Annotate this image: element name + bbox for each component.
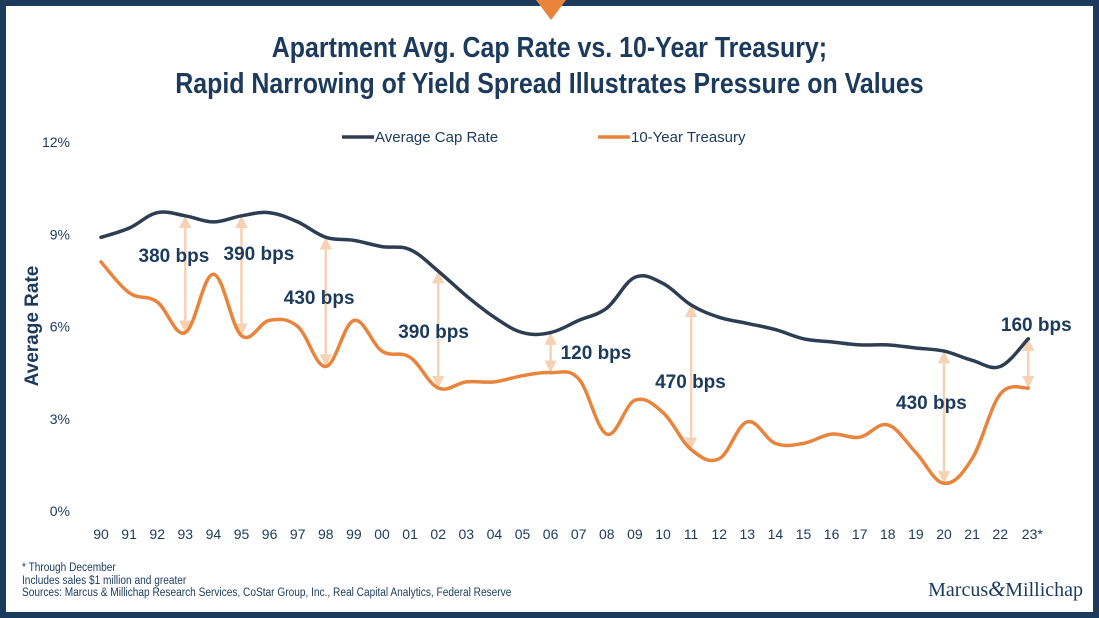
footnote-sales-threshold: Includes sales $1 million and greater: [22, 574, 187, 587]
logo-word-left: Marcus: [928, 579, 989, 601]
logo-word-right: Millichap: [1005, 579, 1083, 601]
x-tick-label: 16: [824, 526, 840, 542]
y-tick-label: 9%: [50, 226, 70, 242]
x-tick-label: 20: [936, 526, 952, 542]
y-tick-label: 6%: [50, 319, 70, 335]
x-tick-label: 07: [571, 526, 587, 542]
x-tick-label: 06: [543, 526, 559, 542]
x-tick-label: 23*: [1022, 526, 1044, 542]
x-tick-label: 98: [318, 526, 334, 542]
x-tick-label: 12: [711, 526, 727, 542]
x-tick-label: 15: [796, 526, 812, 542]
x-tick-label: 08: [599, 526, 615, 542]
chart-title-line2: Rapid Narrowing of Yield Spread Illustra…: [175, 68, 924, 100]
top-notch-marker: [536, 0, 566, 20]
x-tick-label: 19: [908, 526, 924, 542]
x-tick-label: 90: [93, 526, 109, 542]
spread-label: 160 bps: [1001, 315, 1072, 336]
footnote-sources: Sources: Marcus & Millichap Research Ser…: [22, 587, 512, 599]
x-tick-label: 03: [459, 526, 475, 542]
x-tick-label: 05: [515, 526, 531, 542]
spread-label: 120 bps: [561, 343, 632, 364]
spread-label: 390 bps: [398, 322, 469, 343]
x-axis: 90 91 92 93 94 95 96 97 98 99 00 01 02 03 04 05 06 07 08 09…: [93, 526, 1043, 542]
legend-label: 10-Year Treasury: [631, 129, 746, 146]
chart-title-line1: Apartment Avg. Cap Rate vs. 10-Year Trea…: [271, 32, 828, 64]
x-tick-label: 22: [992, 526, 1008, 542]
spread-label: 430 bps: [284, 288, 355, 309]
spread-label: 430 bps: [896, 393, 967, 414]
x-tick-label: 09: [627, 526, 643, 542]
footer-notes: * Through December Includes sales $1 mil…: [22, 562, 511, 600]
spread-label: 390 bps: [224, 244, 295, 265]
footnote-through-december: * Through December: [22, 562, 116, 574]
spread-label: 380 bps: [139, 246, 210, 267]
x-tick-label: 92: [149, 526, 165, 542]
series-line-10-year-treasury: [99, 260, 1031, 486]
x-tick-label: 91: [121, 526, 137, 542]
y-axis-label: Average Rate: [22, 266, 43, 387]
x-tick-label: 21: [964, 526, 980, 542]
x-tick-label: 14: [768, 526, 784, 542]
y-tick-label: 3%: [50, 411, 70, 427]
x-tick-label: 99: [346, 526, 362, 542]
x-tick-label: 93: [178, 526, 194, 542]
y-axis: 0% 3% 6% 9% 12% Average Rate: [22, 134, 70, 519]
x-tick-label: 94: [206, 526, 222, 542]
legend-label: Average Cap Rate: [375, 129, 498, 146]
x-tick-label: 17: [852, 526, 868, 542]
x-tick-label: 10: [655, 526, 671, 542]
legend: Average Cap Rate 10-Year Treasury: [342, 129, 746, 146]
x-tick-label: 95: [234, 526, 250, 542]
x-tick-label: 11: [684, 526, 699, 542]
logo-ampersand: &: [988, 576, 1006, 601]
spread-labels: 380 bps 390 bps 430 bps 390 bps 120 bps 470 b…: [139, 244, 1072, 414]
x-tick-label: 04: [487, 526, 503, 542]
x-tick-label: 00: [374, 526, 390, 542]
x-tick-label: 13: [740, 526, 756, 542]
chart-title: Apartment Avg. Cap Rate vs. 10-Year Trea…: [77, 30, 1022, 102]
series-lines: [99, 210, 1031, 486]
x-tick-label: 02: [430, 526, 446, 542]
x-tick-label: 01: [402, 526, 418, 542]
series-line-average-cap-rate: [99, 210, 1031, 370]
spread-label: 470 bps: [655, 372, 726, 393]
x-tick-label: 96: [262, 526, 278, 542]
x-tick-label: 18: [880, 526, 896, 542]
y-tick-label: 12%: [42, 134, 70, 150]
x-tick-label: 97: [290, 526, 306, 542]
company-logo: Marcus&Millichap: [928, 576, 1083, 602]
spread-arrows: [179, 215, 1035, 484]
y-tick-label: 0%: [50, 503, 70, 519]
